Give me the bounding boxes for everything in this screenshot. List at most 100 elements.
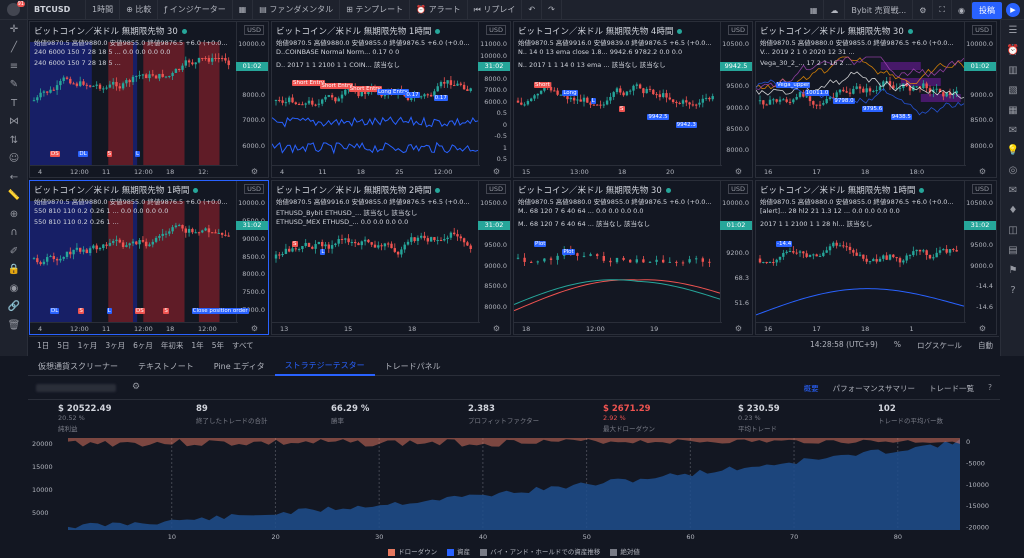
chart-panel[interactable]: ビットコイン／米ドル 無期限先物 2時間 始値9870.5 高値9916.0 安値… (271, 180, 511, 335)
percent-toggle[interactable]: % (893, 340, 901, 349)
fundamentals-button[interactable]: ▤ ファンダメンタル (253, 0, 341, 20)
legend-item[interactable]: ドローダウン (388, 546, 437, 556)
tab-text-note[interactable]: テキストノート (138, 362, 194, 371)
indicator-legend[interactable]: 2017 1 1 2100 1 1 28 hl... 該当なし (760, 220, 873, 228)
indicators-button[interactable]: ƒ インジケーター (158, 0, 233, 20)
auto-toggle[interactable]: 自動 (978, 341, 993, 350)
indicator-legend[interactable]: N.. 14 0 13 ema close 1.8... 9942.6 9782… (518, 48, 683, 56)
tab-trading-panel[interactable]: トレードパネル (384, 362, 441, 371)
indicator-legend[interactable]: 240 6000 150 7 28 18 5 ... 0.0 0.0 0.0 0… (34, 48, 171, 56)
alert-button[interactable]: ⏰ アラート (410, 0, 468, 20)
range-5y[interactable]: 5年 (211, 341, 224, 350)
compare-button[interactable]: ⊕ 比較 (120, 0, 159, 20)
currency-label[interactable]: USD (972, 184, 992, 194)
chart-settings-icon[interactable]: ⚙ (734, 167, 742, 176)
help-icon[interactable]: ? (1010, 284, 1016, 296)
range-all[interactable]: すべて (231, 341, 254, 350)
fib-icon[interactable]: ≡ (9, 60, 19, 72)
trash-icon[interactable]: 🗑 (7, 319, 21, 331)
layout-icon[interactable]: ▦ (233, 0, 254, 20)
currency-label[interactable]: USD (972, 25, 992, 35)
chart-panel[interactable]: ビットコイン／米ドル 無期限先物 30 始値9870.5 高値9880.0 安値9… (755, 21, 997, 178)
time-axis[interactable]: 4 12:00 11 12:00 18 12:00 (30, 322, 238, 334)
notifications-icon[interactable]: ♦ (1008, 204, 1018, 216)
range-1y[interactable]: 1年 (191, 341, 204, 350)
help-icon[interactable]: ? (988, 383, 992, 392)
camera-icon[interactable]: ◉ (952, 0, 972, 20)
log-toggle[interactable]: ログスケール (917, 341, 962, 350)
chart-panel[interactable]: ビットコイン／米ドル 無期限先物 1時間 始値9870.5 高値9880.0 安値… (755, 180, 997, 335)
interval-selector[interactable]: 1時間 (86, 0, 121, 20)
streams-icon[interactable]: ◎ (1008, 164, 1018, 176)
link-icon[interactable]: 🔗 (7, 301, 21, 313)
watchlist-icon[interactable]: ☰ (1008, 24, 1018, 36)
play-icon[interactable]: ▶ (1006, 3, 1020, 17)
chart-settings-icon[interactable]: ⚙ (250, 167, 258, 176)
tab-strategy-tester[interactable]: ストラテジーテスター (274, 358, 375, 376)
grid-layout-icon[interactable]: ▦ (804, 0, 825, 20)
pattern-icon[interactable]: ⋈ (9, 116, 19, 128)
calendar2-icon[interactable]: ▤ (1008, 244, 1018, 256)
chart-panel[interactable]: ビットコイン／米ドル 無期限先物 1時間 始値9870.5 高値9880.0 安値… (29, 180, 269, 335)
price-axis[interactable]: 11000.010000.09000.08000.07000.06000.00.… (478, 22, 510, 177)
tab-crypto-screener[interactable]: 仮想通貨スクリーナー (38, 362, 118, 371)
currency-label[interactable]: USD (244, 184, 264, 194)
price-axis[interactable]: 10500.010000.09500.09000.0-14.4-14.631:0… (964, 181, 996, 334)
broker-selector[interactable]: Bybit 売買戦... (845, 0, 914, 20)
prediction-icon[interactable]: ⇅ (9, 134, 19, 146)
range-1d[interactable]: 1日 (37, 341, 50, 350)
chat-icon[interactable]: ✉ (1008, 124, 1018, 136)
subtab-performance[interactable]: パフォーマンスサマリー (832, 384, 916, 393)
indicator-legend[interactable]: 550 810 110 0.2 0.26 1 ... (34, 218, 119, 226)
currency-label[interactable]: USD (486, 184, 506, 194)
hotlist-icon[interactable]: ▧ (1008, 84, 1018, 96)
text-icon[interactable]: T (10, 97, 18, 109)
save-icon[interactable]: ☁ (824, 0, 846, 20)
replay-button[interactable]: ⏮ リプレイ (468, 0, 523, 20)
chart-settings-icon[interactable]: ⚙ (250, 324, 258, 333)
indicator-legend[interactable]: D.. 2017 1 1 2100 1 1 COIN... 該当なし (276, 61, 400, 69)
chart-settings-icon[interactable]: ⚙ (978, 324, 986, 333)
template-button[interactable]: ⊞ テンプレート (340, 0, 411, 20)
indicator-legend[interactable]: N.. 2017 1 1 14 0 13 ema ... 該当なし 該当なし (518, 61, 666, 69)
lock-icon[interactable]: 🔒 (7, 264, 21, 276)
lock-draw-icon[interactable]: ✐ (9, 245, 19, 257)
chart-panel[interactable]: ビットコイン／米ドル 無期限先物 4時間 始値9870.5 高値9916.0 安値… (513, 21, 753, 178)
price-axis[interactable]: 10500.010000.09500.09000.08500.08000.099… (720, 22, 752, 177)
time-axis[interactable]: 16 17 18 1 (756, 322, 966, 334)
strategy-settings-icon[interactable]: ⚙ (132, 382, 141, 392)
time-axis[interactable]: 4 11 18 25 12:00 (272, 165, 480, 177)
symbol-search[interactable]: BTCUSD (28, 0, 86, 20)
time-axis[interactable]: 15 13:00 18 20 (514, 165, 722, 177)
post-button[interactable]: 投稿 (972, 1, 1002, 19)
indicator-legend[interactable]: 550 810 110 0.2 0.26 1 ... 0.0 0.0 0.0 0… (34, 207, 169, 215)
legend-item[interactable]: 絶対値 (610, 546, 640, 556)
indicator-legend[interactable]: Vega_30_2_... 17 2 1 16 2 ... (760, 59, 852, 67)
messages-icon[interactable]: ✉ (1008, 184, 1018, 196)
range-6m[interactable]: 6ヶ月 (133, 341, 153, 350)
indicator-legend[interactable]: ETHUSD_MEX ETHUSD_... 0.0 0.0 0.0 0.0 (276, 218, 409, 226)
indicator-legend[interactable]: D..COINBASE Normal Norm... 0.17 0 0 (276, 48, 400, 56)
currency-label[interactable]: USD (244, 25, 264, 35)
indicator-legend[interactable]: M.. 68 120 7 6 40 64 ... 該当なし 該当なし (518, 220, 651, 228)
indicator-legend[interactable]: M.. 68 120 7 6 40 64 ... 0.0 0.0 0.0 0.0 (518, 207, 644, 215)
chat2-icon[interactable]: ◫ (1008, 224, 1018, 236)
time-axis[interactable]: 4 12:00 11 12:00 18 12: (30, 165, 238, 177)
chart-settings-icon[interactable]: ⚙ (492, 167, 500, 176)
zoom-icon[interactable]: ⊕ (9, 208, 19, 220)
back-icon[interactable]: ← (9, 171, 19, 183)
trendline-icon[interactable]: ╱ (10, 42, 18, 54)
chart-panel[interactable]: ビットコイン／米ドル 無期限先物 30 始値9870.5 高値9880.0 安値9… (513, 180, 753, 335)
crosshair-icon[interactable]: ✛ (9, 23, 19, 35)
time-axis[interactable]: 13 15 18 (272, 322, 480, 334)
notification-icon[interactable]: 91 (0, 0, 28, 20)
settings-icon[interactable]: ⚙ (913, 0, 934, 20)
undo-icon[interactable]: ↶ (522, 0, 543, 20)
legend-item[interactable]: 資産 (447, 546, 470, 556)
alert-clock-icon[interactable]: ⏰ (1006, 44, 1020, 56)
calendar-icon[interactable]: ▦ (1008, 104, 1018, 116)
ideas-icon[interactable]: 💡 (1006, 144, 1020, 156)
chart-panel[interactable]: ビットコイン／米ドル 無期限先物 30 始値9870.5 高値9880.0 安値9… (29, 21, 269, 178)
